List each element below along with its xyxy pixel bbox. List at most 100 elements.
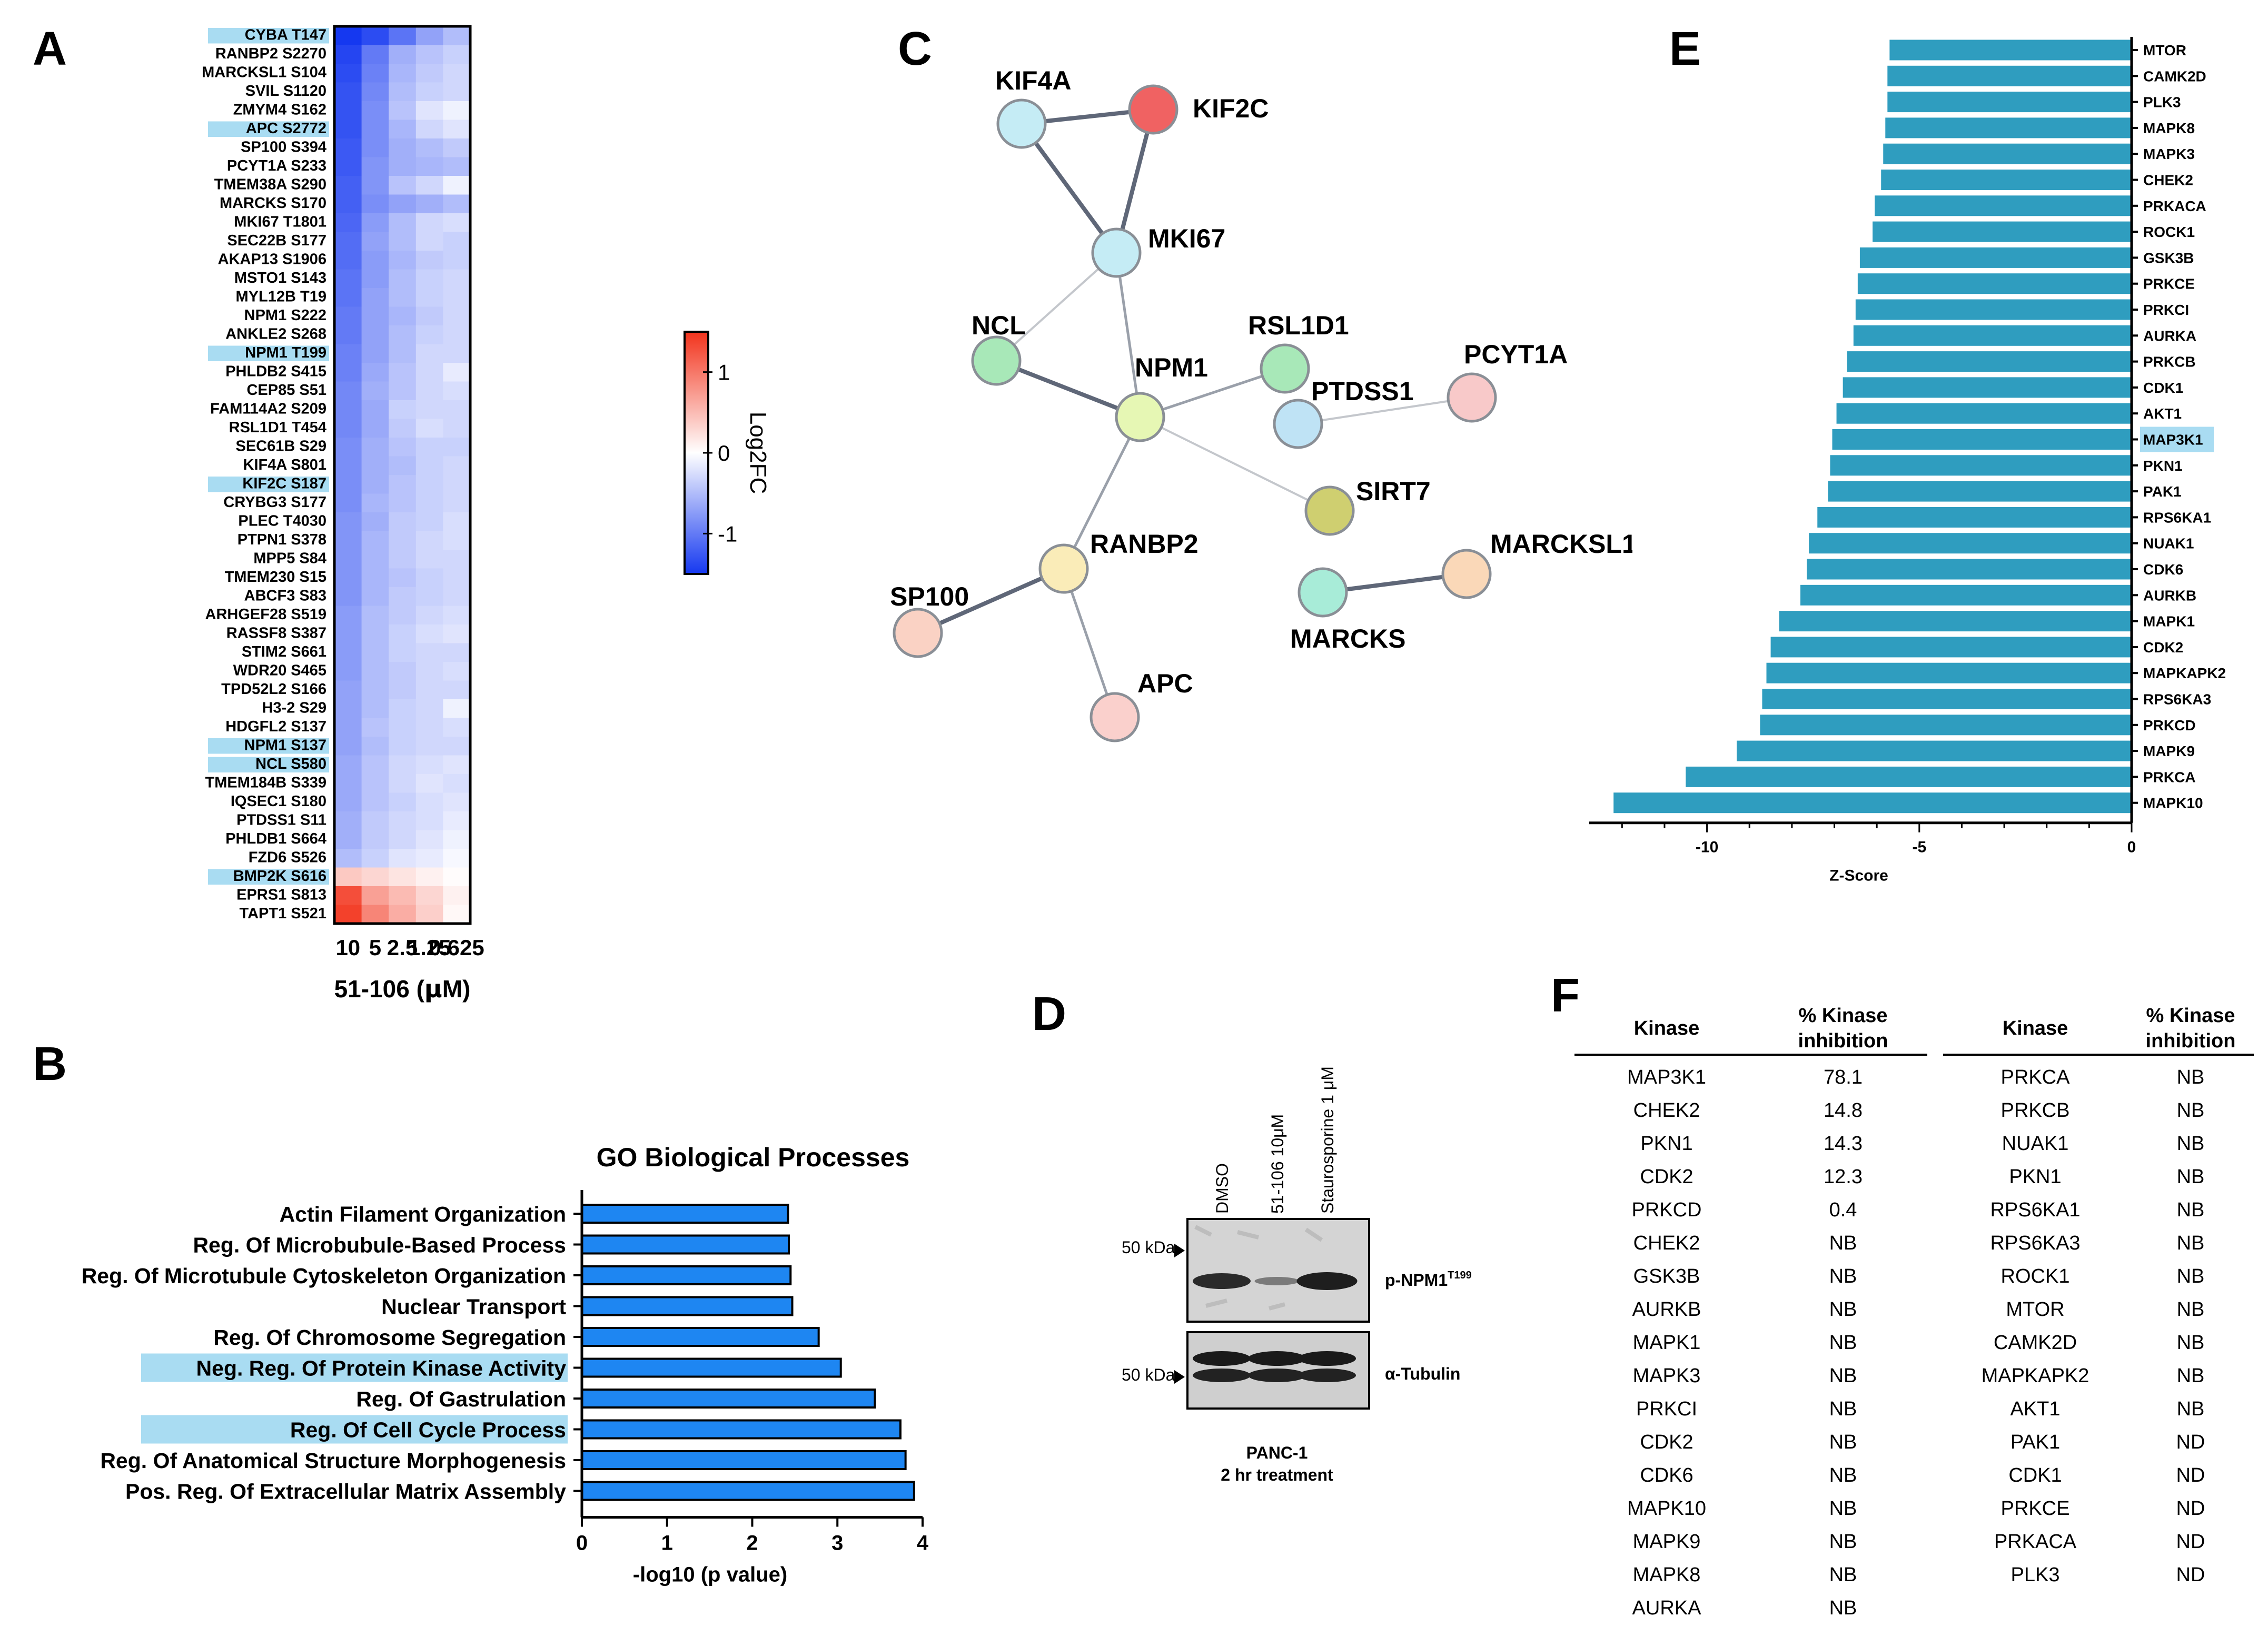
go-bar	[581, 1481, 915, 1501]
heatmap-cell	[361, 755, 389, 775]
kinase-bar-label: CDK6	[2143, 561, 2183, 578]
heatmap-cell	[361, 232, 389, 251]
kinase-table-header: Kinase % Kinase inhibition	[1574, 1003, 1927, 1056]
kinase-inhibition-cell: 78.1	[1824, 1066, 1863, 1088]
row-label-highlight	[208, 757, 329, 772]
header-inhibition: % Kinase inhibition	[2127, 1003, 2254, 1056]
heatmap-cell	[389, 737, 417, 756]
heatmap-cell	[443, 587, 471, 607]
kinase-z-bar	[1737, 740, 2132, 761]
heatmap-cell	[443, 288, 471, 308]
kinase-name-cell: AURKA	[1632, 1597, 1701, 1619]
heatmap-cell	[334, 475, 362, 494]
heatmap-cell	[415, 792, 443, 812]
kinase-bar-label: CHEK2	[2143, 172, 2193, 189]
kinase-name-cell: PAK1	[2010, 1431, 2061, 1453]
heatmap-cell	[443, 792, 471, 812]
colorbar-tick-label: 1	[718, 360, 730, 385]
kinase-name-cell: PLK3	[2011, 1564, 2060, 1586]
kinase-bar-label: MAPK10	[2143, 795, 2203, 811]
heatmap-cell	[334, 325, 362, 345]
node-mki67	[1091, 227, 1142, 278]
heatmap-cell	[415, 737, 443, 756]
heatmap-cell	[361, 400, 389, 420]
heatmap-cell	[361, 64, 389, 83]
heatmap-cell	[389, 344, 417, 363]
kinase-z-bar	[1885, 117, 2132, 138]
heatmap-cell	[389, 306, 417, 326]
go-bar	[581, 1204, 789, 1224]
heatmap-cell	[361, 288, 389, 308]
row-label: RANBP2 S2270	[215, 45, 326, 62]
kinase-name-cell: CHEK2	[1633, 1099, 1700, 1122]
heatmap-cell	[415, 138, 443, 158]
network-edge	[917, 567, 1065, 635]
node-kif2c	[1128, 84, 1178, 135]
kinase-name-cell: MAPK9	[1632, 1531, 1701, 1553]
go-bar	[581, 1450, 907, 1470]
colorbar-label: Log2FC	[745, 412, 771, 494]
kinase-table-row: GSK3B NB	[1574, 1260, 1927, 1293]
kinase-inhibition-cell: NB	[1829, 1464, 1857, 1486]
row-label: MSTO1 S143	[234, 270, 326, 286]
kinase-z-bar	[1881, 170, 2132, 190]
kinase-table-left: Kinase % Kinase inhibition MAP3K1 78.1 CHEK…	[1574, 1003, 1927, 1625]
heatmap-cell	[443, 101, 471, 121]
row-label: SVIL S1120	[245, 83, 326, 100]
heatmap-cell	[334, 232, 362, 251]
lane-label: Staurosporine 1 μM	[1318, 1066, 1337, 1214]
heatmap-cell	[443, 82, 471, 102]
node-rsl1d1	[1260, 343, 1310, 394]
go-bar-label: Pos. Reg. Of Extracellular Matrix Assemb…	[125, 1480, 566, 1504]
kinase-table-row: MTOR NB	[1943, 1293, 2254, 1326]
heatmap-cell	[334, 606, 362, 625]
kinase-name-cell: MAPKAPK2	[1981, 1365, 2089, 1387]
header-inhibition-line2: inhibition	[1798, 1030, 1888, 1052]
blot-band	[1193, 1351, 1251, 1366]
kinase-bar-label: RPS6KA1	[2143, 509, 2211, 525]
kinase-inhibition-cell: ND	[2176, 1498, 2205, 1520]
kinase-name-cell: RPS6KA3	[1990, 1232, 2081, 1254]
heatmap-cell	[361, 662, 389, 681]
heatmap-cell	[443, 662, 471, 681]
heatmap-cell	[415, 680, 443, 700]
heatmap-cell	[443, 737, 471, 756]
heatmap-cell	[334, 306, 362, 326]
heatmap-cell	[415, 400, 443, 420]
kinase-z-bar	[1766, 662, 2132, 683]
kinase-inhibition-cell: NB	[1829, 1398, 1857, 1420]
row-label: NPM1 T199	[245, 344, 326, 361]
heatmap-cell	[389, 251, 417, 270]
go-bar-label: Neg. Reg. Of Protein Kinase Activity	[196, 1356, 567, 1381]
heatmap-cell	[334, 157, 362, 176]
kinase-z-bar	[1875, 195, 2132, 216]
heatmap-cell	[334, 26, 362, 46]
go-bar-label: Reg. Of Cell Cycle Process	[290, 1418, 566, 1442]
heatmap-cell	[334, 400, 362, 420]
heatmap-cell	[415, 587, 443, 607]
heatmap-cell	[361, 176, 389, 195]
heatmap-cell	[334, 680, 362, 700]
row-label: BMP2K S616	[233, 868, 326, 885]
row-label: PTDSS1 S11	[236, 812, 326, 829]
kinase-inhibition-cell: NB	[1829, 1298, 1857, 1321]
go-x-tick-label: 2	[746, 1532, 758, 1555]
heatmap-cell	[361, 886, 389, 906]
heatmap-cell	[443, 606, 471, 625]
kinase-name-cell: PRKACA	[1994, 1531, 2077, 1553]
row-label: MYL12B T19	[236, 289, 326, 305]
heatmap-cell	[389, 138, 417, 158]
heatmap-cell	[389, 176, 417, 195]
kinase-z-bar	[1686, 766, 2132, 787]
kinase-bar-label: MAPK1	[2143, 613, 2195, 630]
kinase-table-row: CDK2 NB	[1574, 1426, 1927, 1459]
heatmap-cell	[415, 194, 443, 214]
network-edge	[1062, 416, 1142, 570]
row-label: NPM1 S222	[244, 307, 326, 324]
kinase-inhibition-cell: NB	[2176, 1265, 2205, 1287]
heatmap-cell	[443, 176, 471, 195]
heatmap-cell	[443, 456, 471, 475]
kinase-inhibition-cell: NB	[2176, 1099, 2205, 1122]
heatmap-cell	[415, 811, 443, 831]
heatmap-cell	[334, 755, 362, 775]
